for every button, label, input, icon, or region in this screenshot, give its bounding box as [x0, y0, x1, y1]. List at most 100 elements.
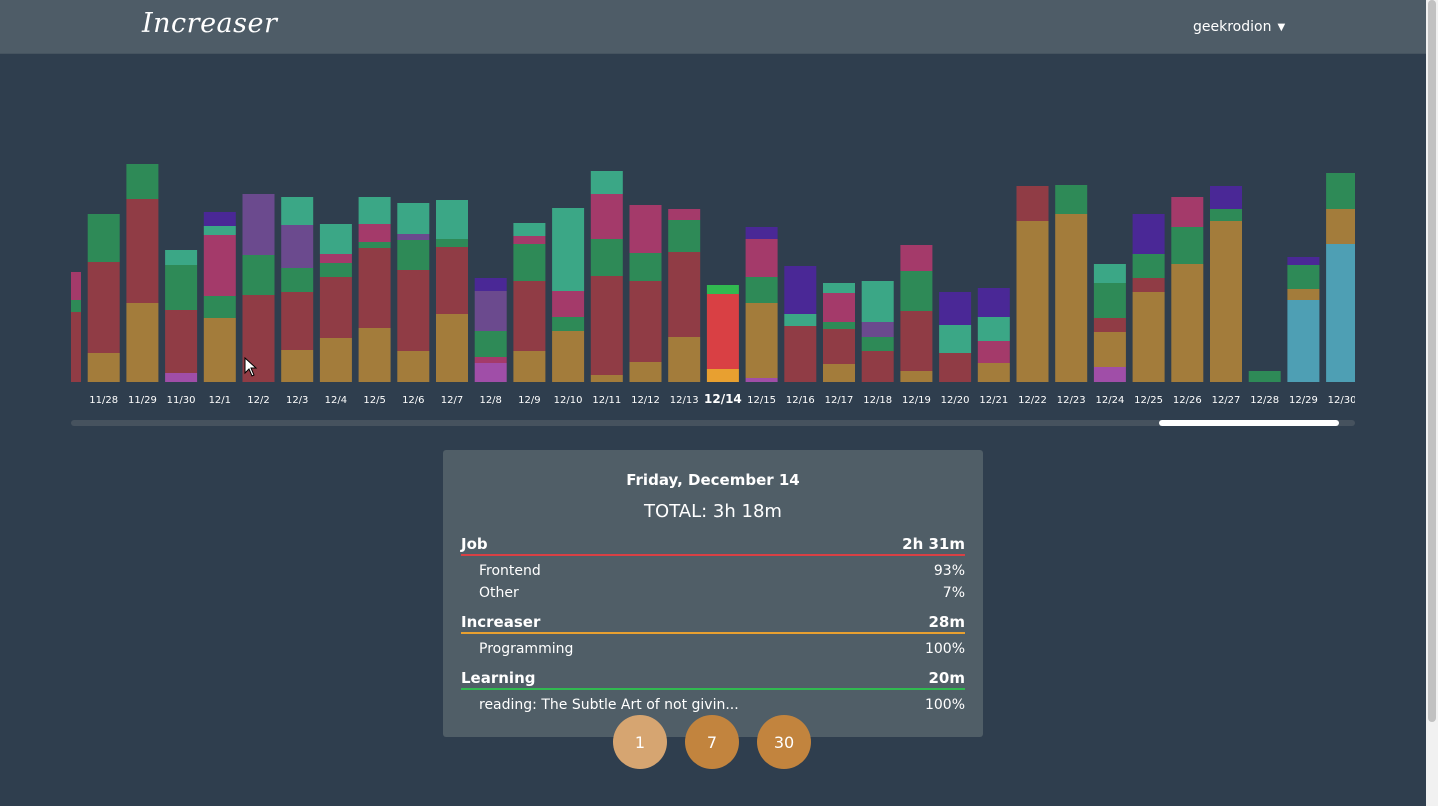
- range-1-day-button[interactable]: 1: [613, 715, 667, 769]
- bar-segment[interactable]: [1287, 289, 1320, 300]
- bar-segment[interactable]: [745, 227, 778, 239]
- bar-segment[interactable]: [706, 369, 739, 382]
- bar-segment[interactable]: [474, 363, 507, 382]
- day-bar-11/30[interactable]: [165, 250, 198, 382]
- bar-segment[interactable]: [1210, 186, 1242, 209]
- bar-segment[interactable]: [900, 245, 933, 271]
- bar-segment[interactable]: [668, 220, 701, 252]
- bar-segment[interactable]: [87, 214, 120, 262]
- x-tick-label[interactable]: 12/19: [902, 395, 931, 406]
- bar-segment[interactable]: [474, 357, 507, 363]
- bar-segment[interactable]: [823, 283, 855, 293]
- bar-segment[interactable]: [1132, 254, 1165, 278]
- bar-segment[interactable]: [165, 373, 198, 382]
- bar-segment[interactable]: [1248, 371, 1281, 382]
- bar-segment[interactable]: [87, 262, 120, 353]
- day-bar-12/2[interactable]: [242, 194, 275, 382]
- day-bar-11/29[interactable]: [126, 164, 159, 382]
- day-bar-12/3[interactable]: [281, 197, 314, 382]
- bar-segment[interactable]: [784, 266, 817, 314]
- bar-segment[interactable]: [242, 194, 275, 255]
- bar-segment[interactable]: [900, 271, 933, 311]
- bar-segment[interactable]: [1210, 209, 1242, 221]
- day-bar-12/29[interactable]: [1287, 257, 1320, 382]
- x-tick-label[interactable]: 11/30: [167, 395, 196, 406]
- user-menu[interactable]: geekrodion ▼: [1193, 19, 1285, 35]
- bar-segment[interactable]: [668, 252, 701, 337]
- bar-segment[interactable]: [49, 300, 81, 312]
- x-tick-label[interactable]: 11/28: [89, 395, 118, 406]
- bar-segment[interactable]: [823, 293, 855, 322]
- bar-segment[interactable]: [590, 276, 623, 375]
- bar-segment[interactable]: [590, 375, 623, 382]
- bar-segment[interactable]: [436, 200, 468, 239]
- bar-segment[interactable]: [784, 314, 817, 326]
- bar-segment[interactable]: [513, 351, 546, 382]
- bar-segment[interactable]: [319, 277, 352, 338]
- x-tick-label[interactable]: 12/10: [554, 395, 583, 406]
- bar-segment[interactable]: [745, 277, 778, 303]
- bar-segment[interactable]: [397, 203, 430, 234]
- bar-segment[interactable]: [745, 239, 778, 277]
- bar-segment[interactable]: [1171, 227, 1204, 264]
- bar-segment[interactable]: [745, 303, 778, 378]
- bar-segment[interactable]: [242, 255, 275, 295]
- bar-segment[interactable]: [668, 209, 701, 220]
- bar-segment[interactable]: [1093, 318, 1126, 332]
- x-tick-label[interactable]: 12/2: [247, 395, 269, 406]
- x-tick-label[interactable]: 12/24: [1095, 395, 1124, 406]
- x-tick-label[interactable]: 12/12: [631, 395, 660, 406]
- bar-segment[interactable]: [629, 281, 662, 362]
- bar-segment[interactable]: [552, 317, 585, 331]
- x-tick-label[interactable]: 12/3: [286, 395, 308, 406]
- day-bar-12/10[interactable]: [552, 208, 585, 382]
- bar-segment[interactable]: [397, 240, 430, 270]
- x-tick-label[interactable]: 12/18: [863, 395, 892, 406]
- bar-segment[interactable]: [1093, 332, 1126, 367]
- bar-segment[interactable]: [358, 197, 391, 224]
- bar-segment[interactable]: [436, 314, 468, 382]
- day-bar-12/28[interactable]: [1248, 371, 1281, 382]
- x-tick-label[interactable]: 12/20: [941, 395, 970, 406]
- day-bar-12/23[interactable]: [1055, 185, 1088, 382]
- day-bar-12/14[interactable]: [706, 285, 739, 382]
- x-tick-label[interactable]: 12/26: [1173, 395, 1202, 406]
- bar-segment[interactable]: [939, 353, 972, 382]
- bar-segment[interactable]: [49, 312, 81, 382]
- x-tick-label[interactable]: 12/25: [1134, 395, 1163, 406]
- bar-segment[interactable]: [126, 199, 159, 303]
- day-bar-11/27[interactable]: [49, 272, 81, 382]
- bar-segment[interactable]: [823, 364, 855, 382]
- bar-segment[interactable]: [87, 353, 120, 382]
- bar-segment[interactable]: [1326, 173, 1358, 209]
- bar-segment[interactable]: [1287, 265, 1320, 289]
- x-tick-label[interactable]: 12/9: [518, 395, 540, 406]
- bar-segment[interactable]: [861, 322, 894, 337]
- bar-segment[interactable]: [1016, 186, 1049, 221]
- chart-horizontal-scrollbar[interactable]: [71, 420, 1355, 426]
- bar-segment[interactable]: [745, 378, 778, 382]
- bar-segment[interactable]: [436, 239, 468, 247]
- x-tick-label[interactable]: 12/6: [402, 395, 424, 406]
- bar-segment[interactable]: [1132, 214, 1165, 254]
- day-bar-11/28[interactable]: [87, 214, 120, 382]
- x-tick-label[interactable]: 12/29: [1289, 395, 1318, 406]
- bar-segment[interactable]: [668, 337, 701, 382]
- bar-segment[interactable]: [939, 292, 972, 325]
- bar-segment[interactable]: [1093, 367, 1126, 382]
- bar-segment[interactable]: [397, 351, 430, 382]
- x-tick-label[interactable]: 12/14: [704, 392, 742, 406]
- x-tick-label[interactable]: 12/28: [1250, 395, 1279, 406]
- bar-segment[interactable]: [513, 281, 546, 351]
- bar-segment[interactable]: [1326, 209, 1358, 244]
- day-bar-12/16[interactable]: [784, 266, 817, 382]
- bar-segment[interactable]: [358, 224, 391, 242]
- bar-segment[interactable]: [590, 239, 623, 276]
- x-tick-label[interactable]: 12/7: [441, 395, 463, 406]
- bar-segment[interactable]: [474, 331, 507, 357]
- bar-segment[interactable]: [474, 278, 507, 291]
- bar-segment[interactable]: [552, 331, 585, 382]
- bar-segment[interactable]: [1287, 300, 1320, 382]
- bar-segment[interactable]: [590, 171, 623, 194]
- x-tick-label[interactable]: 12/1: [209, 395, 231, 406]
